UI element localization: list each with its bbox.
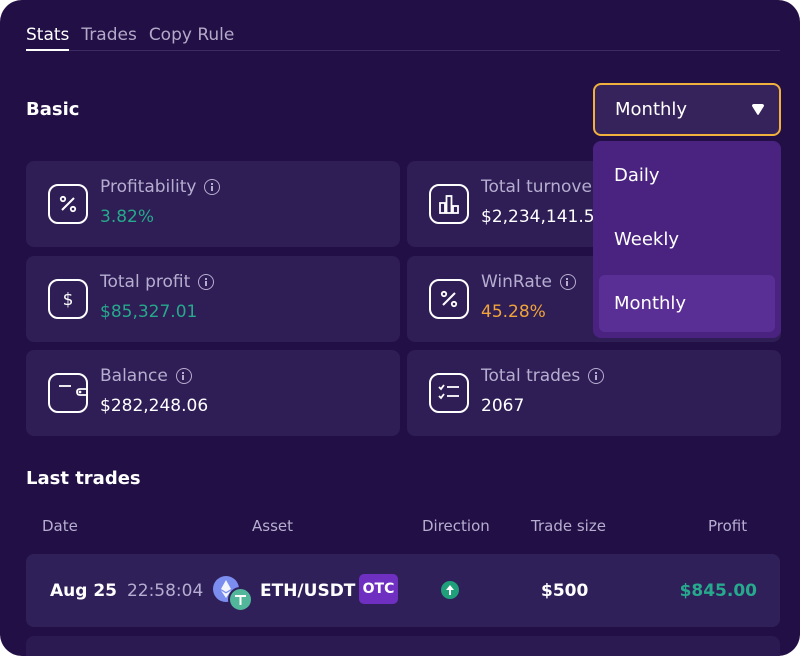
- table-row: [26, 636, 780, 656]
- period-option-daily[interactable]: Daily: [614, 165, 660, 186]
- column-header-asset: Asset: [252, 517, 294, 535]
- winrate-value: 45.28%: [481, 302, 546, 322]
- info-icon[interactable]: [175, 368, 192, 384]
- profitability-value: 3.82%: [100, 207, 155, 227]
- card-balance: Balance $282,248.06: [26, 350, 400, 436]
- basic-title: Basic: [26, 99, 80, 120]
- info-icon[interactable]: [204, 179, 221, 195]
- column-header-direction: Direction: [422, 517, 490, 535]
- card-total-profit: $ Total profit $85,327.01: [26, 256, 400, 342]
- period-dropdown-menu: Daily Weekly Monthly: [593, 141, 781, 338]
- tether-icon: [228, 587, 253, 612]
- total-turnover-value: $2,234,141.5: [481, 207, 595, 227]
- tab-copy-rule[interactable]: Copy Rule: [148, 25, 235, 45]
- table-row[interactable]: Aug 25 22:58:04 ETH/USDT OTC $500 $845.0…: [26, 554, 780, 627]
- bar-chart-icon: [429, 184, 469, 224]
- card-profitability: Profitability 3.82%: [26, 161, 400, 247]
- total-turnover-label: Total turnover: [481, 177, 599, 197]
- profitability-label: Profitability: [100, 177, 197, 197]
- info-icon[interactable]: [198, 274, 215, 290]
- otc-badge: OTC: [359, 574, 398, 604]
- balance-value: $282,248.06: [100, 396, 209, 416]
- total-profit-value: $85,327.01: [100, 302, 198, 322]
- tab-stats[interactable]: Stats: [26, 22, 70, 51]
- total-profit-label: Total profit: [100, 272, 191, 292]
- trade-time: 22:58:04: [126, 581, 204, 601]
- trade-date: Aug 25: [50, 581, 118, 601]
- tab-trades[interactable]: Trades: [81, 25, 137, 45]
- column-header-profit: Profit: [708, 517, 748, 535]
- last-trades-title: Last trades: [26, 468, 141, 489]
- column-header-trade-size: Trade size: [531, 517, 606, 535]
- period-select-value: Monthly: [615, 99, 688, 120]
- checklist-icon: [429, 373, 469, 413]
- info-icon[interactable]: [559, 274, 576, 290]
- info-icon[interactable]: [588, 368, 605, 384]
- period-option-weekly[interactable]: Weekly: [614, 229, 679, 250]
- total-trades-label: Total trades: [481, 366, 581, 386]
- dollar-icon: $: [48, 279, 88, 319]
- arrow-up-icon: [441, 581, 459, 599]
- tab-bar: Stats Trades Copy Rule: [26, 22, 780, 51]
- percent-icon: [429, 279, 469, 319]
- column-header-date: Date: [42, 517, 78, 535]
- svg-text:$: $: [63, 290, 74, 310]
- percent-icon: [48, 184, 88, 224]
- card-total-trades: Total trades 2067: [407, 350, 781, 436]
- balance-label: Balance: [100, 366, 168, 386]
- total-trades-value: 2067: [481, 396, 525, 416]
- period-option-monthly[interactable]: Monthly: [599, 275, 775, 332]
- winrate-label: WinRate: [481, 272, 552, 292]
- trade-size: $500: [541, 581, 589, 601]
- period-select[interactable]: Monthly: [593, 83, 781, 136]
- trade-asset: ETH/USDT: [260, 581, 356, 601]
- trade-profit: $845.00: [679, 581, 757, 601]
- wallet-icon: [48, 373, 88, 413]
- caret-down-icon: [752, 104, 764, 115]
